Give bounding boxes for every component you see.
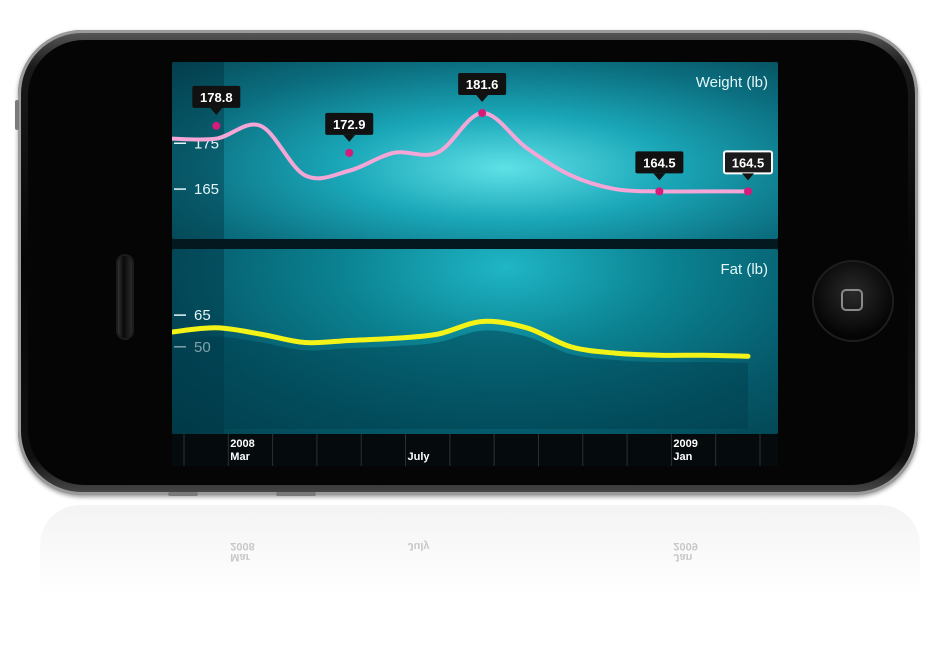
data-point xyxy=(478,109,487,117)
series-line xyxy=(172,111,750,194)
timeline-month-label: July xyxy=(408,451,431,463)
fat-panel-band xyxy=(172,249,224,434)
callout-label: 181.6 xyxy=(466,77,499,92)
fat-chart-title: Fat (lb) xyxy=(720,261,768,278)
home-square-icon xyxy=(841,289,863,311)
data-point xyxy=(345,148,354,157)
callout-box xyxy=(192,85,241,108)
callout-pointer xyxy=(343,134,356,142)
callout-label: 178.8 xyxy=(200,90,233,105)
app-screen: Weight (lb) 175 165 178.8 172.9 181.6 164.5 16… xyxy=(172,62,778,466)
reflection-label: Jan 2009 xyxy=(673,540,698,563)
callout-pointer xyxy=(742,173,754,181)
value-callout: 164.5 xyxy=(723,150,773,181)
timeline-year-label: 2008 xyxy=(230,438,254,450)
callout-label: 164.5 xyxy=(732,155,765,170)
value-callout: 164.5 xyxy=(635,151,684,181)
callout-box xyxy=(325,112,374,135)
callout-label: 172.9 xyxy=(333,117,366,132)
callout-pointer xyxy=(653,173,666,181)
reflection-label: July xyxy=(407,540,430,552)
speaker-slot xyxy=(118,256,132,338)
y-tick-label: 165 xyxy=(194,181,219,198)
timeline-month-label: Jan xyxy=(673,451,692,463)
data-point xyxy=(212,121,221,130)
y-tick-label: 65 xyxy=(194,307,211,324)
phone-reflection xyxy=(40,505,920,655)
sleep-button[interactable] xyxy=(168,492,198,496)
data-point xyxy=(744,187,752,196)
data-point xyxy=(655,187,664,196)
callout-pointer xyxy=(210,107,223,115)
fat-chart: 65 50 xyxy=(172,307,751,429)
callout-label: 164.5 xyxy=(643,155,676,170)
sleep-button-2[interactable] xyxy=(276,492,316,496)
series-line xyxy=(172,318,751,359)
value-callout: 172.9 xyxy=(325,112,374,142)
volume-button[interactable] xyxy=(15,100,19,130)
timeline-year-label: 2009 xyxy=(673,438,697,450)
y-tick-label: 50 xyxy=(194,339,211,356)
value-callout: 181.6 xyxy=(458,73,507,102)
weight-chart-title: Weight (lb) xyxy=(695,74,768,91)
reflection-label: Mar 2008 xyxy=(230,540,255,563)
series-area xyxy=(172,330,748,429)
callout-box xyxy=(635,151,684,174)
home-button[interactable] xyxy=(814,262,892,340)
timeline-month-label: Mar xyxy=(230,451,250,463)
weight-panel[interactable]: Weight (lb) 175 165 178.8 172.9 181.6 164.5 16… xyxy=(172,62,778,239)
value-callout: 178.8 xyxy=(192,85,241,115)
fat-panel[interactable]: Fat (lb) 65 50 xyxy=(172,249,778,434)
callout-box xyxy=(458,73,507,95)
timeline-scrubber[interactable]: 2008 Mar July 2009 Jan xyxy=(172,434,778,466)
callout-pointer xyxy=(476,95,489,102)
